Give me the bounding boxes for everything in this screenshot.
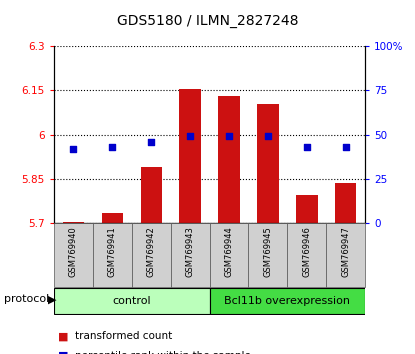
Point [226, 133, 232, 139]
Bar [171, 223, 210, 287]
Point [187, 133, 193, 139]
Bar [54, 223, 93, 287]
Bar [218, 96, 240, 223]
Bar [54, 288, 210, 314]
Text: GSM769941: GSM769941 [108, 226, 117, 277]
Bar [296, 195, 317, 223]
Point [265, 133, 271, 139]
Text: GSM769946: GSM769946 [303, 226, 311, 277]
Bar [132, 223, 171, 287]
Text: GSM769945: GSM769945 [264, 226, 272, 277]
Text: GDS5180 / ILMN_2827248: GDS5180 / ILMN_2827248 [117, 14, 298, 28]
Text: control: control [112, 296, 151, 306]
Text: GSM769943: GSM769943 [186, 226, 195, 277]
Text: GSM769947: GSM769947 [341, 226, 350, 277]
Text: GSM769944: GSM769944 [225, 226, 234, 277]
Point [70, 146, 77, 152]
Point [148, 139, 154, 144]
Point [342, 144, 349, 150]
Bar [335, 183, 356, 223]
Bar [102, 213, 123, 223]
Bar [210, 288, 365, 314]
Text: ■: ■ [58, 331, 68, 341]
Text: GSM769942: GSM769942 [147, 226, 156, 277]
Text: ▶: ▶ [48, 295, 56, 304]
Text: ■: ■ [58, 351, 68, 354]
Bar [287, 223, 326, 287]
Bar [63, 222, 84, 223]
Text: percentile rank within the sample: percentile rank within the sample [75, 351, 251, 354]
Bar [93, 223, 132, 287]
Bar [326, 223, 365, 287]
Bar [141, 167, 162, 223]
Text: Bcl11b overexpression: Bcl11b overexpression [225, 296, 350, 306]
Bar [257, 103, 278, 223]
Text: transformed count: transformed count [75, 331, 172, 341]
Bar [249, 223, 287, 287]
Text: protocol: protocol [4, 295, 49, 304]
Text: GSM769940: GSM769940 [69, 226, 78, 277]
Bar [210, 223, 249, 287]
Bar [179, 89, 201, 223]
Point [303, 144, 310, 150]
Point [109, 144, 116, 150]
